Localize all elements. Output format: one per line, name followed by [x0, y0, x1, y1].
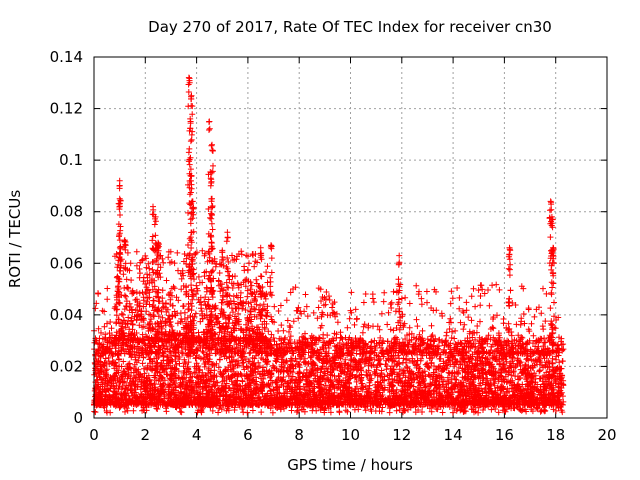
data-point — [215, 409, 222, 416]
data-point — [368, 338, 375, 345]
data-point — [103, 366, 110, 373]
data-point — [415, 407, 422, 413]
x-tick-label: 2 — [141, 426, 151, 444]
data-point — [118, 363, 125, 370]
y-tick-label: 0.14 — [50, 48, 83, 66]
data-point — [271, 338, 278, 345]
data-point — [281, 336, 288, 343]
y-tick-label: 0.12 — [50, 100, 83, 118]
data-point — [258, 409, 265, 416]
y-tick-label: 0.08 — [50, 203, 83, 221]
data-point — [173, 374, 180, 381]
data-point — [176, 360, 183, 367]
data-point — [512, 373, 519, 380]
data-point — [430, 388, 437, 395]
x-tick-label: 0 — [89, 426, 99, 444]
data-point — [313, 407, 320, 414]
data-point — [344, 408, 351, 415]
data-point — [135, 357, 142, 364]
data-point — [249, 407, 256, 414]
data-point — [92, 409, 99, 416]
data-point — [329, 365, 336, 372]
data-point — [379, 404, 386, 411]
x-tick-label: 4 — [192, 426, 202, 444]
y-tick-label: 0.1 — [59, 151, 83, 169]
x-tick-label: 8 — [294, 426, 304, 444]
data-point — [151, 372, 158, 379]
data-point — [541, 372, 548, 379]
data-point — [328, 362, 335, 369]
data-point — [277, 369, 284, 375]
data-point — [333, 376, 339, 383]
data-point — [213, 360, 220, 367]
data-point — [396, 355, 403, 362]
x-tick-label: 12 — [392, 426, 411, 444]
data-point — [146, 356, 153, 363]
data-point — [307, 354, 314, 361]
y-tick-label: 0.04 — [50, 306, 83, 324]
y-tick-label: 0.06 — [50, 254, 83, 272]
data-point — [161, 377, 168, 384]
data-point — [178, 409, 185, 416]
data-point — [403, 364, 410, 370]
data-point — [154, 406, 161, 412]
data-point — [130, 407, 137, 414]
data-point — [559, 358, 566, 365]
data-point — [122, 408, 128, 415]
y-tick-label: 0 — [73, 409, 83, 427]
data-point — [209, 407, 216, 414]
x-tick-label: 10 — [341, 426, 360, 444]
data-point — [317, 369, 324, 376]
data-point — [171, 352, 178, 359]
data-point — [342, 407, 349, 414]
data-point — [537, 335, 544, 342]
data-point — [256, 363, 263, 370]
data-point — [396, 366, 403, 373]
data-point — [426, 405, 433, 412]
data-point — [353, 373, 360, 380]
data-point — [192, 355, 199, 362]
data-point — [442, 338, 449, 345]
data-point — [258, 375, 264, 382]
data-point — [336, 408, 343, 415]
data-point — [244, 409, 251, 416]
data-point — [139, 360, 146, 367]
x-tick-label: 18 — [546, 426, 565, 444]
x-tick-label: 14 — [444, 426, 463, 444]
data-point — [213, 379, 220, 386]
x-tick-label: 16 — [495, 426, 514, 444]
data-point — [559, 346, 566, 353]
data-point — [470, 406, 477, 413]
data-point — [105, 354, 112, 361]
data-point — [177, 408, 184, 415]
data-point — [446, 370, 453, 377]
x-tick-label: 20 — [597, 426, 616, 444]
data-point — [124, 407, 131, 414]
data-point — [418, 355, 425, 362]
data-point — [216, 356, 223, 363]
data-point — [208, 361, 215, 368]
data-point — [288, 407, 295, 414]
data-point — [260, 364, 267, 371]
x-tick-label: 6 — [243, 426, 253, 444]
data-point — [115, 356, 122, 362]
data-point — [536, 368, 543, 375]
data-point — [201, 363, 208, 370]
data-point — [402, 374, 409, 381]
data-point — [541, 408, 548, 415]
data-point — [421, 368, 428, 375]
data-point — [558, 407, 565, 414]
data-points — [91, 74, 567, 416]
y-tick-label: 0.02 — [50, 357, 83, 375]
data-point — [393, 407, 400, 414]
data-point — [116, 383, 123, 389]
data-point — [362, 407, 369, 414]
data-point — [280, 383, 287, 389]
data-point — [386, 409, 393, 416]
